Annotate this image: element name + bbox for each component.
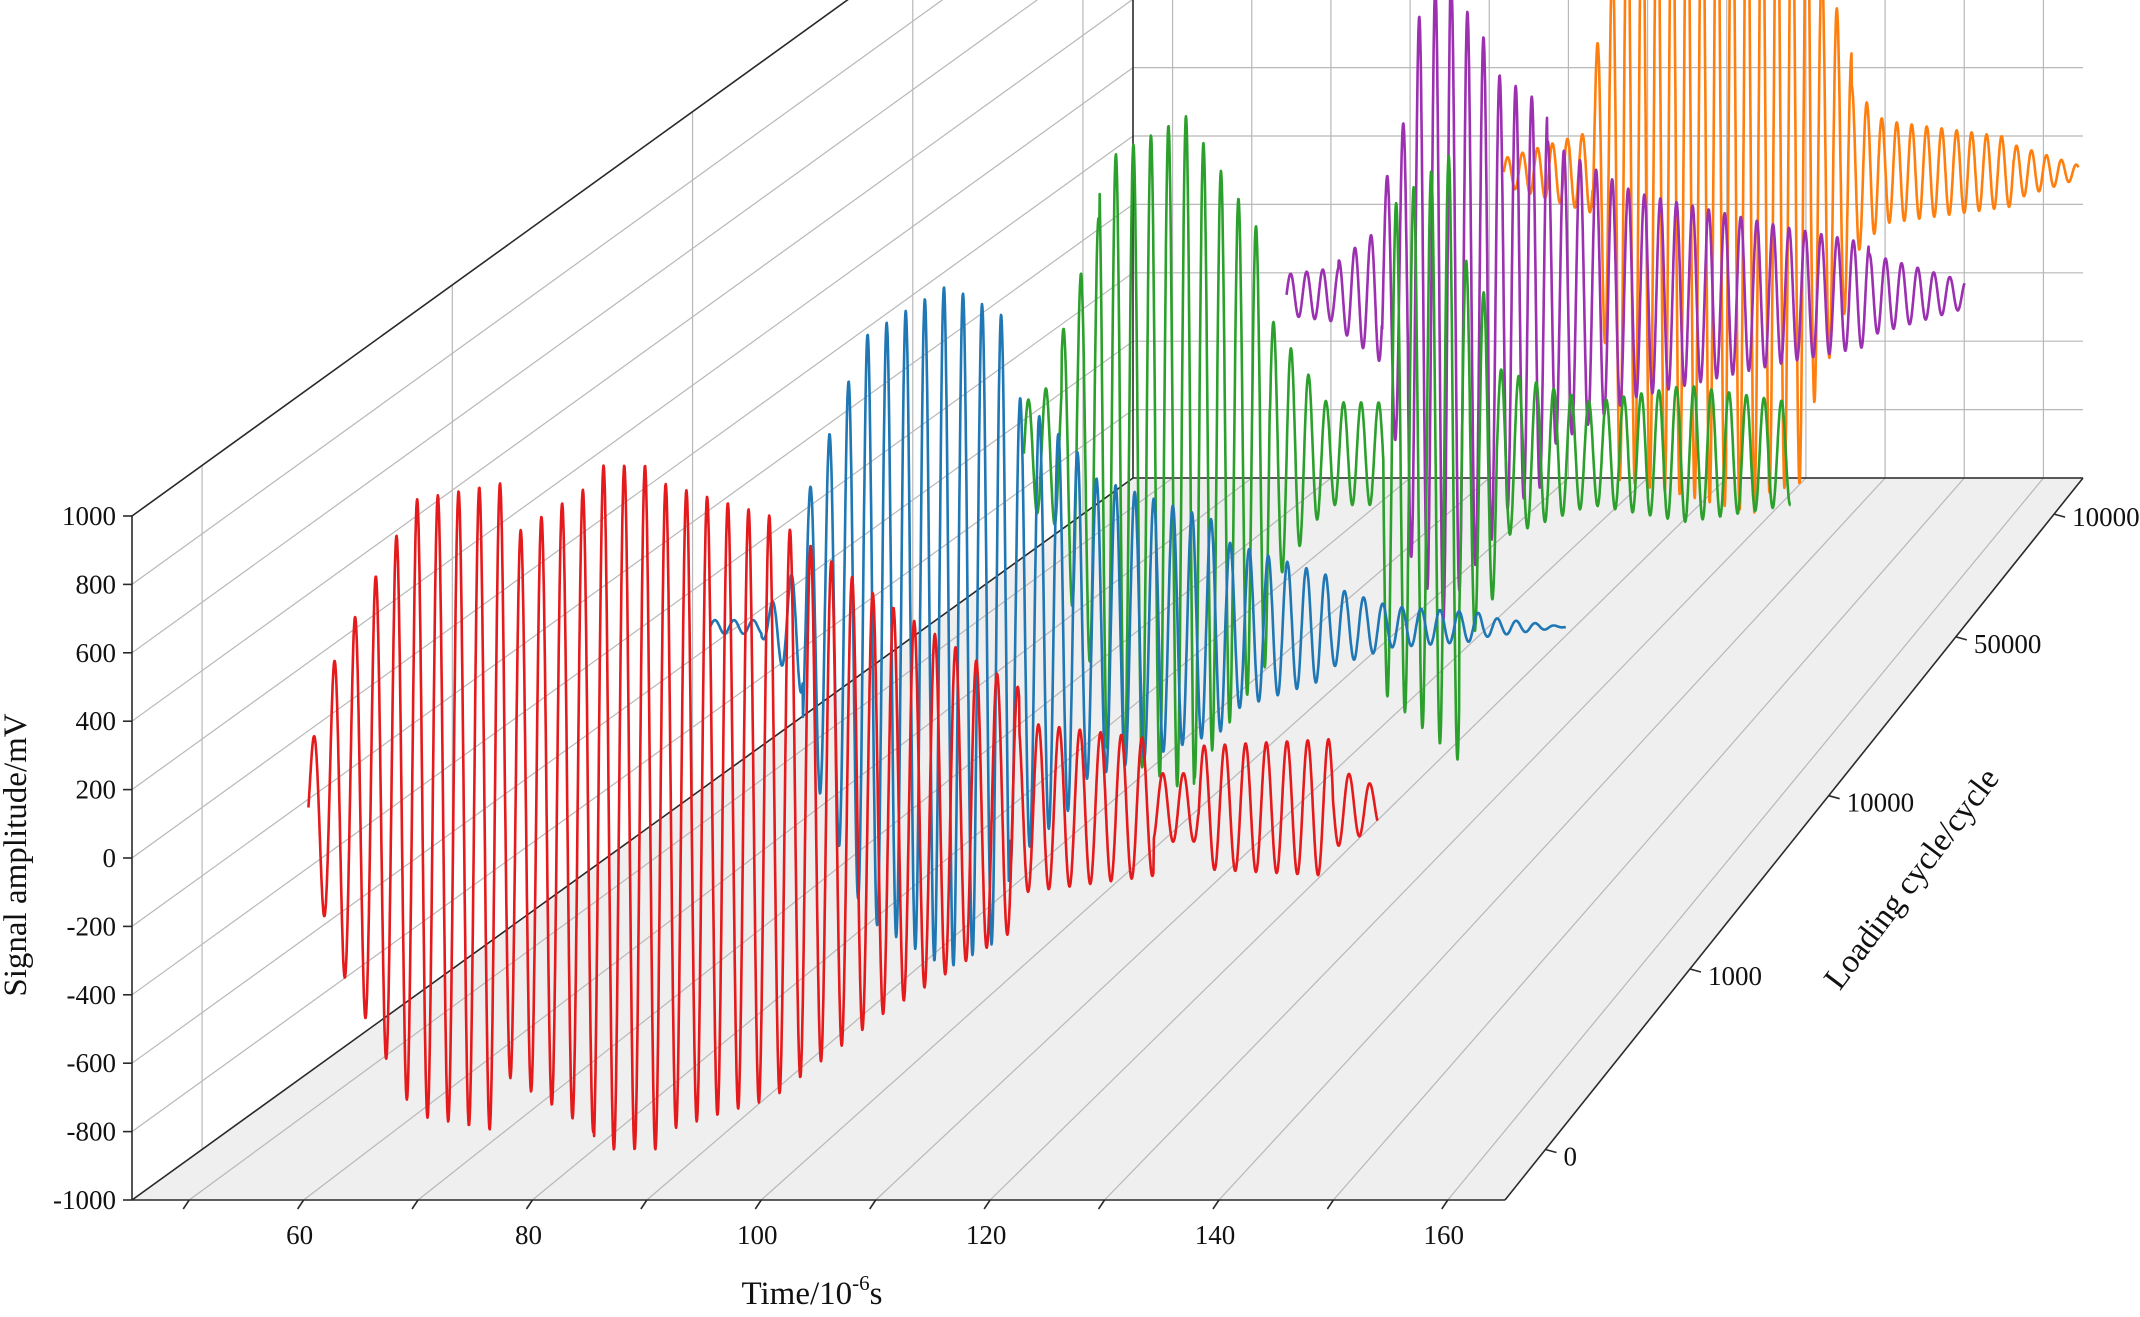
floor-gridline [875,477,1648,1201]
floor-gridline [1332,477,1965,1201]
floor-gridline [303,477,1253,1201]
z-tick-label: 1000 [1708,961,1762,991]
y-tick-labels: 1000 800 600 400 200 0 -200 -400 -600 -800 -1000 [53,501,116,1215]
y-tick-label: 0 [103,843,117,873]
z-tick-mark [1689,968,1702,973]
frame-line [131,0,849,517]
wall-gridline [131,0,1133,722]
y-tick-label: 200 [76,775,117,805]
floor-gridline [989,477,1728,1201]
x-tick-label: 140 [1195,1220,1236,1250]
z-tick-mark [2053,513,2066,518]
y-tick-label: -600 [67,1048,117,1078]
y-tick-label: 1000 [62,501,116,531]
floor-gridline [646,477,1490,1201]
axis-frame [123,0,2084,1210]
x-tick-mark [296,1199,305,1210]
x-tick-mark [182,1199,190,1210]
series-line-100000 [1502,0,2080,514]
wall-gridline [131,0,849,517]
x-tick-label: 80 [515,1220,542,1250]
floor-gridline [760,477,1569,1201]
wall-gridline [131,67,1134,791]
wall-gridline [131,0,944,585]
x-tick-label: 60 [286,1220,313,1250]
z-tick-label: 0 [1563,1141,1577,1171]
series-group [307,0,2080,1151]
y-tick-label: -200 [67,911,117,941]
y-axis-title: Signal amplitude/mV [0,713,34,996]
x-tick-mark [1212,1199,1220,1210]
z-tick-label: 10000 [1847,788,1915,818]
wall-gridline [131,203,1134,927]
x-tick-mark [869,1199,877,1210]
y-tick-label: 800 [76,569,117,599]
series-line-0 [307,464,1379,1151]
z-tick-label: 100000 [2072,502,2140,532]
x-tick-mark [1097,1199,1106,1210]
y-tick-label: -1000 [53,1185,116,1215]
floor-gridline [1218,477,1886,1201]
wall-gridline [131,0,1039,654]
z-tick-label: 50000 [1974,629,2042,659]
y-tick-label: 400 [76,706,117,736]
frame-line [131,477,1134,1201]
x-tick-mark [754,1199,762,1210]
x-tick-label: 120 [966,1220,1007,1250]
x-tick-mark [1441,1199,1449,1210]
x-tick-label: 100 [737,1220,778,1250]
floor-gridline [1104,477,1807,1201]
x-tick-mark [640,1199,648,1210]
x-tick-label: 160 [1424,1220,1465,1250]
z-tick-mark [1955,636,1968,641]
x-tick-mark [983,1199,991,1210]
y-tick-label: -400 [67,980,117,1010]
x-tick-mark [1326,1199,1335,1210]
frame-line [1504,477,2084,1201]
y-tick-label: 600 [76,638,117,668]
floor-gridline [1447,477,2044,1201]
z-tick-mark [1828,794,1840,800]
x-axis-title: Time/10-6s [742,1271,883,1312]
z-tick-labels: 0 1000 10000 50000 100000 [1563,502,2140,1171]
x-tick-mark [525,1199,534,1210]
x-tick-labels: 60 80 100 120 140 160 [286,1220,1464,1250]
y-tick-label: -800 [67,1117,117,1147]
x-tick-mark [411,1199,419,1210]
wall-gridline [131,135,1134,859]
z-tick-mark [1545,1148,1557,1154]
